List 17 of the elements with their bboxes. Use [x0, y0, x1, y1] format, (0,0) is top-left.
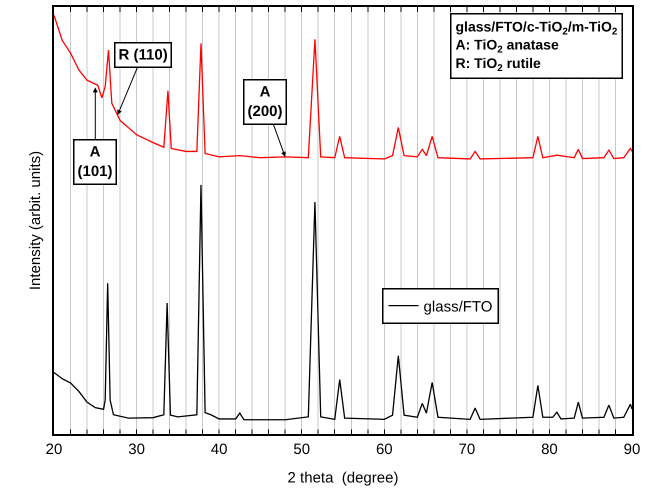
- annotation: A (200): [248, 84, 283, 120]
- annotation: R: TiO$_{2}$ rutile: [456, 54, 542, 74]
- annotation: A (101): [78, 144, 113, 180]
- x-axis-title: 2 theta (degree): [288, 469, 398, 486]
- text: glass/FTO/c-TiO$_{2}$/m-TiO$_{2}$: [456, 18, 618, 38]
- x-tick-label: 20: [46, 440, 62, 458]
- x-tick-label: 60: [376, 440, 393, 458]
- x-tick-label: 40: [210, 440, 228, 458]
- legend-label: glass/FTO: [424, 298, 492, 316]
- annotation: A: TiO$_{2}$ anatase: [456, 36, 559, 56]
- x-tick-label: 30: [128, 440, 145, 458]
- x-tick-label: 70: [458, 440, 476, 458]
- x-tick-label: 80: [541, 440, 558, 458]
- annotation: R (110): [118, 46, 168, 64]
- x-tick-label: 90: [624, 440, 640, 458]
- x-tick-label: 50: [293, 440, 310, 458]
- y-axis-title: Intensity (arbit. units): [27, 150, 44, 290]
